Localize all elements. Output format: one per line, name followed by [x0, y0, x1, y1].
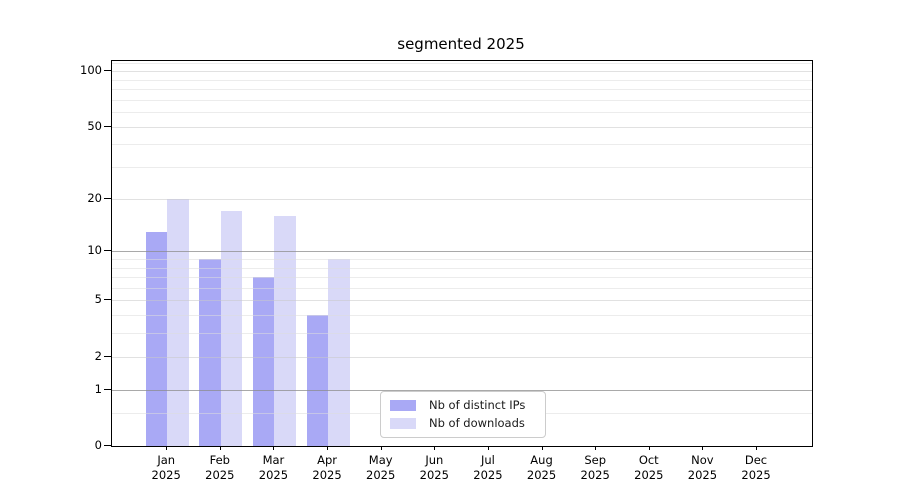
- bar-downloads-jan: [167, 198, 189, 446]
- x-tick-mark: [702, 446, 704, 450]
- x-tick-label-dec: Dec 2025: [741, 453, 771, 482]
- x-tick-mark: [595, 446, 597, 450]
- legend-item-distinct-ips: Nb of distinct IPs: [390, 399, 545, 412]
- gridline-40: [112, 144, 812, 146]
- bar-distinct-ips-feb: [199, 258, 221, 446]
- y-tick-mark: [104, 125, 111, 127]
- gridline-6: [112, 287, 812, 289]
- x-tick-label-jul: Jul 2025: [473, 453, 503, 482]
- gridlines-layer: [112, 61, 812, 446]
- gridline-30: [112, 167, 812, 168]
- y-tick-label-5: 5: [94, 292, 102, 307]
- gridline-2: [112, 356, 812, 358]
- x-tick-mark: [648, 446, 650, 450]
- y-tick-mark: [104, 388, 111, 390]
- bar-downloads-apr: [328, 258, 350, 446]
- bar-downloads-mar: [274, 215, 296, 446]
- gridline-5: [112, 300, 812, 302]
- x-tick-mark: [541, 446, 543, 450]
- chart-title: segmented 2025: [397, 35, 525, 53]
- y-tick-mark: [104, 355, 111, 357]
- gridline-70: [112, 99, 812, 101]
- gridline-50: [112, 126, 812, 128]
- x-tick-mark: [756, 446, 758, 450]
- x-tick-label-may: May 2025: [366, 453, 396, 482]
- x-tick-label-nov: Nov 2025: [687, 453, 718, 482]
- y-tick-label-10: 10: [87, 243, 102, 258]
- x-tick-label-mar: Mar 2025: [258, 453, 289, 482]
- bar-distinct-ips-mar: [252, 277, 275, 446]
- x-tick-mark: [380, 446, 382, 450]
- legend-label-downloads: Nb of downloads: [429, 416, 525, 430]
- x-tick-mark: [487, 446, 489, 450]
- gridline-9: [112, 258, 812, 260]
- gridline-1: [112, 389, 812, 391]
- gridline-3: [112, 333, 812, 335]
- y-tick-mark: [104, 197, 111, 199]
- gridline-20: [112, 198, 812, 200]
- x-tick-label-aug: Aug 2025: [526, 453, 557, 482]
- gridline-90: [112, 79, 812, 81]
- gridline-110: [112, 63, 812, 65]
- gridline-4: [112, 315, 812, 317]
- gridline-7: [112, 277, 812, 278]
- y-tick-label-1: 1: [94, 381, 102, 396]
- legend-label-distinct-ips: Nb of distinct IPs: [429, 398, 526, 412]
- gridline-10: [112, 251, 812, 253]
- y-tick-label-100: 100: [80, 62, 102, 77]
- y-tick-label-50: 50: [87, 118, 102, 133]
- y-tick-mark: [104, 299, 111, 301]
- y-tick-label-2: 2: [94, 348, 102, 363]
- x-tick-label-sep: Sep 2025: [580, 453, 610, 482]
- y-tick-mark: [104, 250, 111, 252]
- x-tick-mark: [219, 446, 221, 450]
- legend-swatch-distinct-ips-icon: [390, 400, 416, 411]
- x-tick-label-jan: Jan 2025: [151, 453, 181, 482]
- x-tick-mark: [434, 446, 436, 450]
- x-tick-mark: [166, 446, 168, 450]
- y-tick-label-20: 20: [87, 190, 102, 205]
- x-tick-mark: [273, 446, 275, 450]
- x-tick-label-apr: Apr 2025: [312, 453, 342, 482]
- gridline-100: [112, 71, 812, 72]
- y-tick-label-0: 0: [94, 438, 102, 452]
- legend-item-downloads: Nb of downloads: [390, 417, 545, 430]
- legend: Nb of distinct IPs Nb of downloads: [380, 391, 546, 438]
- bar-downloads-feb: [220, 211, 243, 446]
- gridline-80: [112, 88, 812, 90]
- gridline-8: [112, 267, 812, 269]
- x-tick-mark: [327, 446, 329, 450]
- bars-layer: [112, 61, 812, 446]
- y-tick-mark: [104, 69, 111, 71]
- x-tick-label-jun: Jun 2025: [419, 453, 449, 482]
- gridline-60: [112, 112, 812, 113]
- y-tick-mark: [104, 445, 111, 446]
- legend-swatch-downloads-icon: [390, 418, 416, 429]
- plot-area: Nb of distinct IPs Nb of downloads: [111, 60, 813, 447]
- x-tick-label-feb: Feb 2025: [205, 453, 235, 482]
- bar-distinct-ips-jan: [145, 231, 168, 446]
- x-tick-label-oct: Oct 2025: [634, 453, 664, 482]
